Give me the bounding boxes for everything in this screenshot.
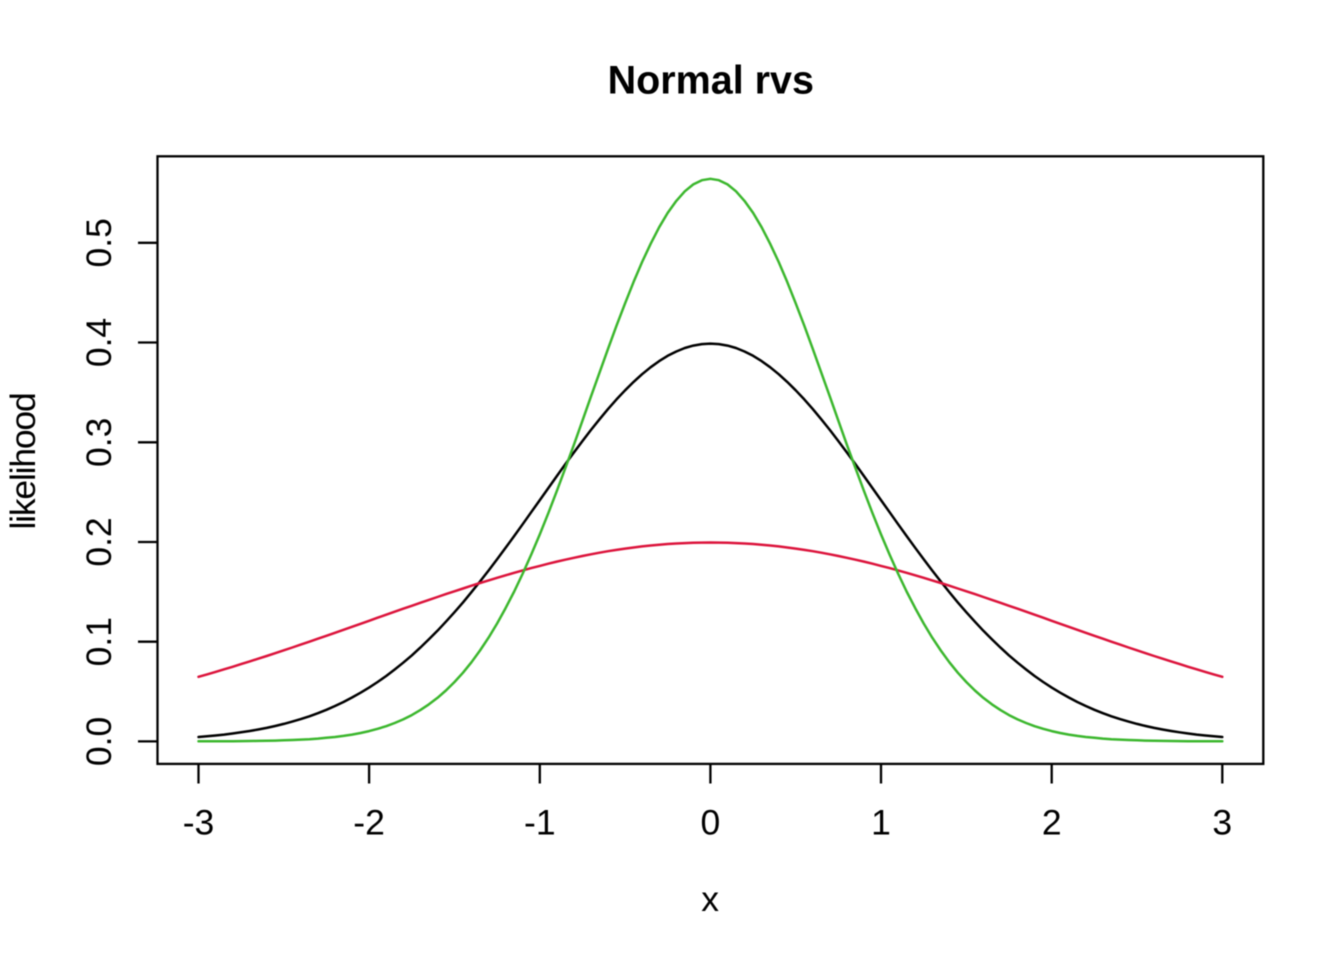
svg-text:-3: -3 bbox=[183, 803, 215, 843]
svg-text:Normal rvs: Normal rvs bbox=[608, 58, 814, 102]
svg-text:0: 0 bbox=[701, 803, 721, 843]
svg-text:0.4: 0.4 bbox=[79, 318, 119, 367]
svg-text:-2: -2 bbox=[353, 803, 385, 843]
svg-text:x: x bbox=[701, 879, 719, 919]
svg-text:0.0: 0.0 bbox=[79, 717, 119, 766]
svg-text:2: 2 bbox=[1042, 803, 1062, 843]
svg-text:3: 3 bbox=[1212, 803, 1232, 843]
svg-text:0.1: 0.1 bbox=[79, 617, 119, 666]
svg-text:0.5: 0.5 bbox=[79, 218, 119, 267]
svg-text:1: 1 bbox=[871, 803, 891, 843]
svg-text:0.3: 0.3 bbox=[79, 418, 119, 467]
svg-text:likelihood: likelihood bbox=[3, 393, 43, 529]
svg-text:-1: -1 bbox=[524, 803, 556, 843]
svg-text:0.2: 0.2 bbox=[79, 517, 119, 566]
